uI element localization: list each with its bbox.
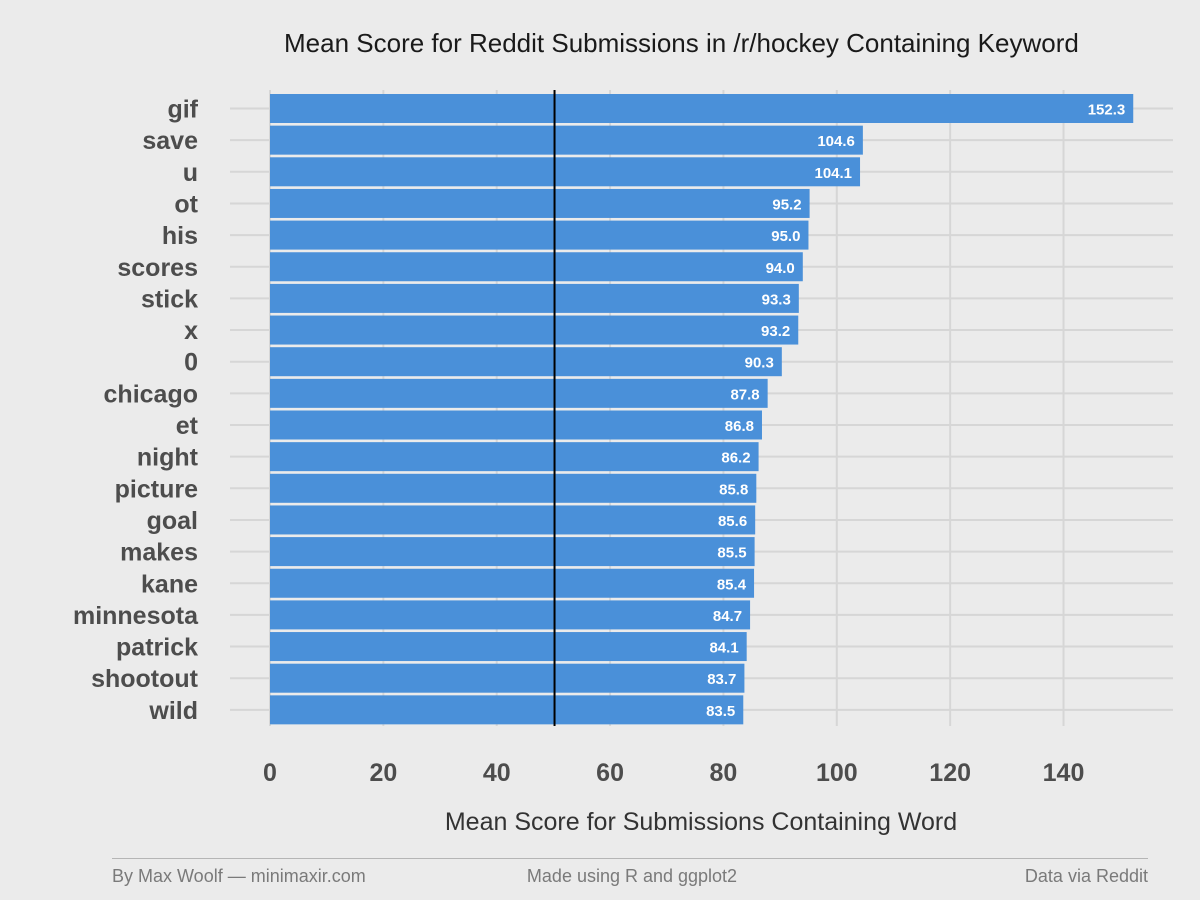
value-label: 93.2 xyxy=(761,323,790,340)
bar-0 xyxy=(270,347,782,377)
x-tick-label: 40 xyxy=(483,759,511,787)
value-label: 85.6 xyxy=(718,513,747,530)
bar-et xyxy=(270,410,762,440)
category-label: ot xyxy=(174,190,198,218)
value-label: 85.5 xyxy=(717,545,746,562)
x-axis-label: Mean Score for Submissions Containing Wo… xyxy=(445,808,957,836)
chart-title: Mean Score for Reddit Submissions in /r/… xyxy=(284,28,1079,58)
bar-scores xyxy=(270,252,803,282)
x-tick-label: 80 xyxy=(710,759,738,787)
bar-night xyxy=(270,442,759,472)
category-label: patrick xyxy=(116,634,198,662)
bar-makes xyxy=(270,537,755,567)
value-label: 83.7 xyxy=(707,671,736,688)
x-tick-label: 20 xyxy=(369,759,397,787)
category-label: gif xyxy=(167,96,198,124)
value-label: 95.2 xyxy=(772,196,801,213)
footer-divider xyxy=(112,858,1148,859)
value-label: 83.5 xyxy=(706,703,735,720)
value-label: 84.1 xyxy=(709,640,738,657)
value-label: 90.3 xyxy=(745,355,774,372)
footer-tool: Made using R and ggplot2 xyxy=(526,866,738,886)
bar-kane xyxy=(270,568,755,598)
value-label: 104.6 xyxy=(817,133,855,150)
x-tick-label: 0 xyxy=(263,759,277,787)
bar-stick xyxy=(270,283,799,313)
category-label: night xyxy=(137,444,199,472)
category-label: x xyxy=(184,317,198,345)
value-label: 85.8 xyxy=(719,481,748,498)
category-label: 0 xyxy=(184,349,198,377)
category-label: goal xyxy=(147,507,198,535)
bar-u xyxy=(270,157,861,187)
bar-goal xyxy=(270,505,756,535)
category-label: scores xyxy=(117,254,198,282)
category-label: chicago xyxy=(104,380,198,408)
value-label: 93.3 xyxy=(762,291,791,308)
category-label: save xyxy=(142,127,198,155)
bar-x xyxy=(270,315,799,345)
category-label: kane xyxy=(141,570,198,598)
x-tick-label: 60 xyxy=(596,759,624,787)
x-tick-label: 120 xyxy=(929,759,971,787)
x-tick-label: 100 xyxy=(816,759,858,787)
bar-wild xyxy=(270,695,744,725)
bar-save xyxy=(270,125,863,155)
category-label: wild xyxy=(148,697,198,725)
category-label: u xyxy=(183,159,198,187)
x-tick-label: 140 xyxy=(1043,759,1085,787)
category-label: makes xyxy=(120,539,198,567)
value-label: 104.1 xyxy=(814,165,852,182)
value-label: 87.8 xyxy=(730,386,759,403)
category-label: picture xyxy=(115,475,198,503)
value-label: 86.8 xyxy=(725,418,754,435)
footer-credit: By Max Woolf — minimaxir.com xyxy=(112,866,366,886)
bar-minnesota xyxy=(270,600,751,630)
bar-patrick xyxy=(270,632,747,662)
category-label: minnesota xyxy=(73,602,199,630)
value-label: 95.0 xyxy=(771,228,800,245)
value-label: 86.2 xyxy=(721,450,750,467)
value-label: 152.3 xyxy=(1088,102,1126,119)
value-label: 85.4 xyxy=(717,576,747,593)
footer-source: Data via Reddit xyxy=(1024,866,1148,886)
category-label: stick xyxy=(141,285,198,313)
bar-shootout xyxy=(270,663,745,693)
bar-his xyxy=(270,220,809,250)
value-label: 84.7 xyxy=(713,608,742,625)
bar-gif xyxy=(270,94,1134,123)
bar-picture xyxy=(270,473,757,503)
bar-chicago xyxy=(270,378,768,408)
category-label: et xyxy=(176,412,199,440)
category-label: shootout xyxy=(91,665,199,693)
category-label: his xyxy=(162,222,198,250)
value-label: 94.0 xyxy=(766,260,795,277)
bar-ot xyxy=(270,188,810,218)
